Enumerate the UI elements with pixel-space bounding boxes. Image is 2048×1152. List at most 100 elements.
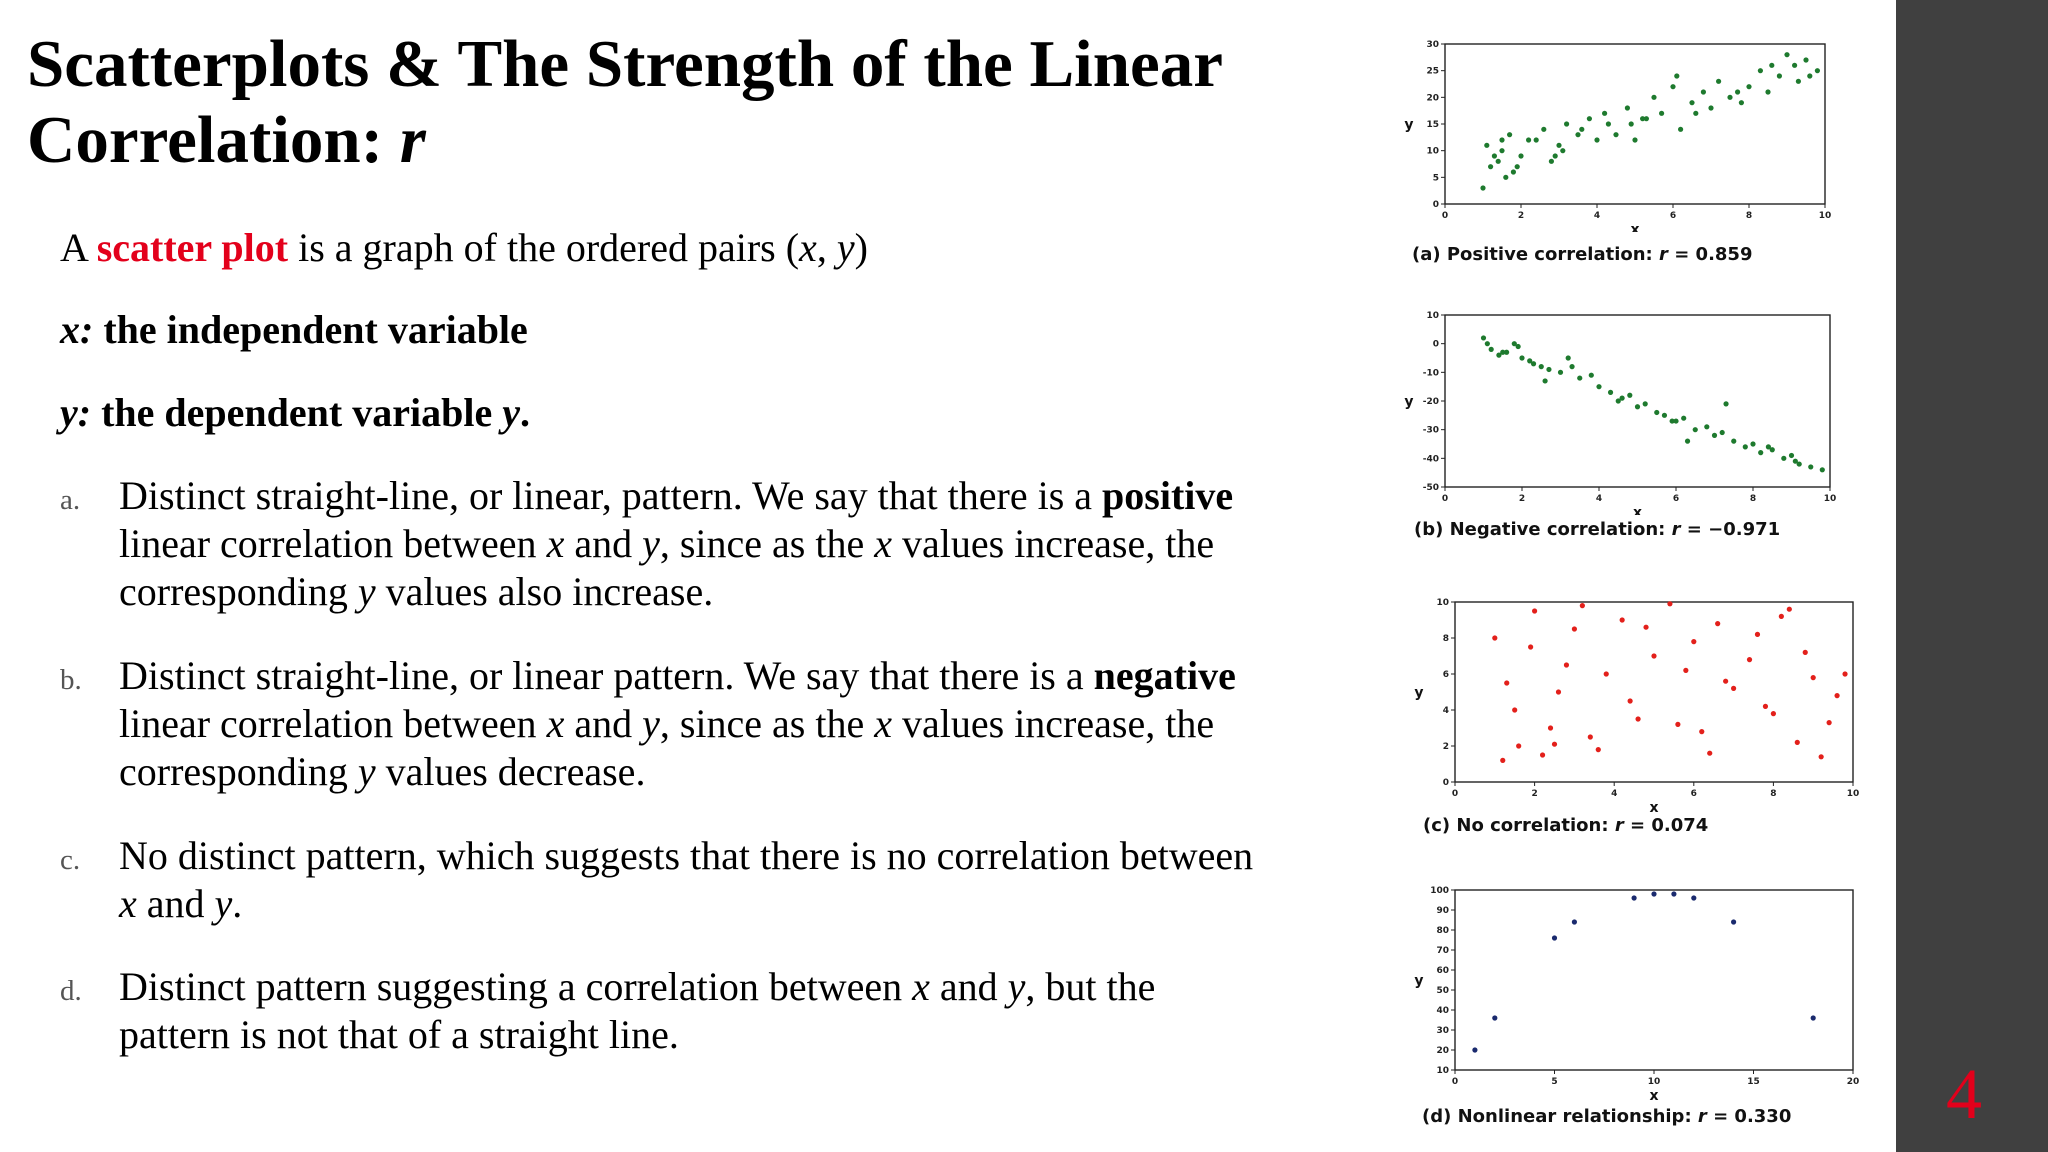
data-point bbox=[1594, 137, 1600, 143]
scatter-plot-term: scatter plot bbox=[96, 225, 289, 270]
y-tick-label: -20 bbox=[1423, 397, 1439, 407]
data-point bbox=[1762, 703, 1769, 709]
data-point bbox=[1533, 137, 1539, 143]
data-point bbox=[1781, 455, 1787, 461]
data-point bbox=[1504, 680, 1510, 686]
x-tick-label: 6 bbox=[1691, 789, 1697, 799]
y-tick-label: 10 bbox=[1426, 311, 1439, 321]
chart-c-caption: (c) No correlation: r = 0.074 bbox=[1423, 815, 1709, 836]
data-point bbox=[1564, 121, 1570, 127]
list-marker: a. bbox=[60, 484, 81, 516]
data-point bbox=[1603, 671, 1609, 677]
data-point bbox=[1503, 174, 1509, 180]
data-point bbox=[1674, 73, 1680, 79]
data-point bbox=[1681, 415, 1687, 421]
y-tick-label: 0 bbox=[1433, 340, 1439, 350]
data-point bbox=[1769, 447, 1775, 453]
data-point bbox=[1596, 384, 1602, 390]
y-tick-label: 40 bbox=[1436, 1006, 1449, 1016]
data-point bbox=[1807, 73, 1813, 79]
data-point bbox=[1651, 94, 1657, 100]
data-point bbox=[1575, 132, 1581, 138]
data-point bbox=[1539, 752, 1546, 758]
y-tick-label: 6 bbox=[1443, 670, 1449, 680]
data-point bbox=[1750, 441, 1756, 447]
chart-a: 0 2 4 6 8 10 0 5 10 15 20 25 30 x y bbox=[1395, 32, 1845, 232]
data-point bbox=[1565, 355, 1571, 361]
x-axis-label: x bbox=[1649, 1088, 1658, 1100]
data-point bbox=[1711, 432, 1718, 438]
x-tick-label: 0 bbox=[1442, 494, 1448, 504]
data-point bbox=[1803, 57, 1809, 63]
x-tick-label: 10 bbox=[1819, 211, 1832, 221]
data-point bbox=[1731, 919, 1737, 925]
chart-a-caption: (a) Positive correlation: r = 0.859 bbox=[1412, 244, 1753, 265]
x-tick-label: 0 bbox=[1452, 1077, 1458, 1087]
y-tick-label: 70 bbox=[1436, 946, 1449, 956]
x-tick-label: 5 bbox=[1551, 1077, 1557, 1087]
data-point bbox=[1746, 84, 1752, 90]
data-point bbox=[1579, 603, 1585, 609]
data-point bbox=[1707, 750, 1713, 756]
chart-d-caption: (d) Nonlinear relationship: r = 0.330 bbox=[1422, 1106, 1792, 1127]
data-point bbox=[1569, 364, 1575, 370]
data-point bbox=[1704, 424, 1710, 430]
y-tick-label: 30 bbox=[1436, 1026, 1449, 1036]
x-tick-label: 2 bbox=[1519, 494, 1525, 504]
data-point bbox=[1507, 132, 1513, 138]
data-point bbox=[1651, 653, 1657, 659]
x-tick-label: 6 bbox=[1670, 211, 1676, 221]
page-number: 4 bbox=[1946, 1054, 1982, 1134]
data-point bbox=[1511, 341, 1517, 347]
y-tick-label: 25 bbox=[1426, 67, 1439, 77]
data-point bbox=[1642, 401, 1648, 407]
data-point bbox=[1651, 891, 1657, 897]
y-tick-label: 90 bbox=[1436, 906, 1449, 916]
data-point bbox=[1635, 716, 1641, 722]
plot-frame bbox=[1444, 314, 1831, 488]
data-point bbox=[1542, 378, 1548, 384]
y-axis-label: y bbox=[1404, 117, 1413, 133]
data-point bbox=[1692, 427, 1698, 433]
data-point bbox=[1786, 606, 1792, 612]
data-point bbox=[1577, 375, 1583, 381]
data-point bbox=[1555, 689, 1562, 695]
data-point bbox=[1738, 100, 1744, 106]
data-point bbox=[1631, 895, 1637, 901]
data-point bbox=[1778, 613, 1784, 619]
intro-line-1: A scatter plot is a graph of the ordered… bbox=[60, 225, 868, 270]
x-tick-label: 8 bbox=[1750, 494, 1756, 504]
x-tick-label: 6 bbox=[1673, 494, 1679, 504]
data-point bbox=[1484, 341, 1490, 347]
data-point bbox=[1834, 693, 1840, 699]
data-point bbox=[1669, 418, 1675, 424]
x-tick-label: 8 bbox=[1770, 789, 1776, 799]
data-point bbox=[1757, 68, 1763, 74]
x-tick-label: 2 bbox=[1531, 789, 1537, 799]
chart-b: 0 2 4 6 8 10 -50 -40 -30 -20 -10 0 10 x y bbox=[1395, 305, 1845, 515]
data-point bbox=[1605, 121, 1611, 127]
data-point bbox=[1819, 467, 1825, 473]
data-point bbox=[1627, 392, 1633, 398]
data-point bbox=[1792, 458, 1798, 464]
data-point bbox=[1588, 372, 1594, 378]
data-point bbox=[1684, 438, 1691, 444]
data-point bbox=[1538, 364, 1544, 370]
list-item-c: c. No distinct pattern, which suggests t… bbox=[60, 833, 1254, 926]
y-axis-label: y bbox=[1414, 685, 1423, 701]
list-marker: c. bbox=[60, 844, 81, 876]
data-point bbox=[1551, 741, 1558, 747]
data-point bbox=[1514, 164, 1520, 170]
y-tick-label: 80 bbox=[1436, 926, 1449, 936]
data-point bbox=[1796, 461, 1802, 467]
data-point bbox=[1731, 685, 1737, 691]
data-point bbox=[1808, 464, 1814, 470]
list-marker: d. bbox=[60, 975, 82, 1007]
data-point bbox=[1634, 404, 1641, 410]
data-point bbox=[1842, 671, 1848, 677]
data-point bbox=[1769, 62, 1775, 68]
data-point bbox=[1770, 711, 1776, 717]
y-tick-label: 5 bbox=[1433, 173, 1439, 183]
data-point bbox=[1515, 343, 1521, 350]
chart-d: 0 5 10 15 20 10 20 30 40 50 60 70 80 90 100 x y bbox=[1405, 882, 1875, 1100]
